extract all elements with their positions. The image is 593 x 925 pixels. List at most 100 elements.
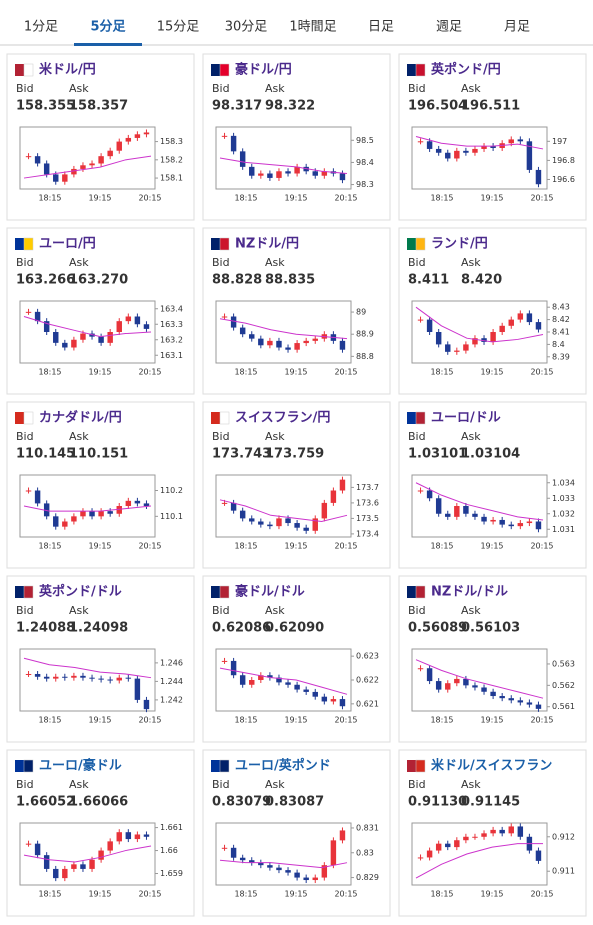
- candle: [25, 490, 32, 492]
- y-tick-label: 0.83: [356, 848, 374, 857]
- candle: [230, 502, 237, 511]
- pair-title[interactable]: 米ドル/円: [39, 62, 96, 78]
- bid-label: Bid: [408, 430, 426, 443]
- time-label: 18:15: [38, 716, 61, 725]
- bid-value: 1.66052: [16, 795, 75, 810]
- flag: [219, 63, 230, 77]
- flag: [407, 412, 416, 424]
- moving-average: [23, 155, 152, 179]
- candle: [535, 169, 542, 185]
- time-label: 19:15: [88, 716, 111, 725]
- flag: [23, 411, 34, 425]
- pair-title[interactable]: ユーロ/豪ドル: [39, 758, 122, 774]
- pair-title[interactable]: NZドル/ドル: [431, 585, 508, 600]
- candle: [80, 864, 86, 869]
- candle: [53, 868, 59, 879]
- moving-average: [23, 657, 152, 679]
- time-label: 20:15: [334, 890, 357, 899]
- candle: [312, 518, 318, 531]
- bid-value: 0.83079: [212, 795, 271, 810]
- candle: [143, 324, 150, 329]
- flag: [219, 585, 230, 599]
- candle: [230, 847, 237, 858]
- candle: [258, 862, 264, 866]
- moving-average: [415, 659, 544, 699]
- tab[interactable]: 1分足: [24, 20, 58, 35]
- candle: [472, 685, 478, 688]
- candle: [276, 171, 282, 178]
- bid-label: Bid: [212, 256, 230, 269]
- candle: [463, 678, 469, 686]
- ask-value: 8.420: [461, 273, 502, 288]
- tab-underline: [74, 43, 142, 46]
- pair-title[interactable]: 豪ドル/円: [235, 62, 292, 78]
- pair-title[interactable]: カナダドル/円: [39, 410, 122, 426]
- candle: [481, 833, 487, 837]
- time-label: 20:15: [334, 542, 357, 551]
- tab[interactable]: 月足: [504, 20, 530, 35]
- candle: [535, 322, 542, 330]
- bid-value: 158.355: [16, 99, 75, 114]
- time-label: 20:15: [530, 716, 553, 725]
- candle: [71, 516, 77, 522]
- pair-title[interactable]: 豪ドル/ドル: [235, 584, 305, 600]
- flag: [15, 760, 24, 772]
- y-tick-label: 197: [552, 137, 567, 146]
- candle: [339, 830, 346, 841]
- candle: [526, 521, 533, 524]
- tab[interactable]: 日足: [368, 20, 394, 35]
- pair-title[interactable]: 英ポンド/円: [430, 62, 501, 78]
- candle: [258, 173, 264, 176]
- candle: [312, 338, 318, 341]
- candle: [98, 336, 104, 343]
- candle: [249, 518, 255, 522]
- y-tick-label: 1.244: [160, 677, 183, 686]
- tab[interactable]: 5分足: [90, 19, 126, 35]
- candle: [481, 516, 487, 522]
- moving-average: [219, 859, 348, 869]
- y-tick-label: 0.563: [552, 659, 575, 668]
- pair-title[interactable]: ユーロ/英ポンド: [235, 758, 331, 774]
- candle: [80, 511, 86, 517]
- candle: [125, 677, 132, 679]
- pair-title[interactable]: スイスフラン/円: [235, 411, 330, 426]
- candle: [435, 498, 442, 514]
- candle: [71, 864, 77, 869]
- flag: [415, 237, 426, 251]
- candle: [34, 673, 41, 677]
- candle: [80, 675, 86, 678]
- tab[interactable]: 1時間足: [289, 20, 336, 35]
- candle: [116, 832, 122, 842]
- time-label: 19:15: [284, 194, 307, 203]
- pair-title[interactable]: NZドル/円: [235, 237, 299, 252]
- candle: [481, 146, 487, 149]
- bid-label: Bid: [16, 778, 34, 791]
- candle: [490, 332, 496, 342]
- flag: [407, 64, 416, 76]
- ask-value: 0.62090: [265, 621, 324, 636]
- pair-title[interactable]: 英ポンド/ドル: [38, 584, 122, 600]
- pair-title[interactable]: ユーロ/円: [39, 237, 96, 252]
- moving-average: [219, 667, 348, 695]
- bid-label: Bid: [212, 82, 230, 95]
- tab[interactable]: 30分足: [225, 20, 268, 35]
- y-tick-label: 8.41: [552, 328, 570, 337]
- candle: [43, 163, 50, 175]
- candle: [221, 660, 228, 662]
- pair-title[interactable]: 米ドル/スイスフラン: [431, 758, 552, 774]
- tab[interactable]: 週足: [436, 20, 462, 35]
- candle: [426, 141, 433, 149]
- chart-frame: [19, 822, 156, 886]
- time-label: 19:15: [284, 542, 307, 551]
- pair-title[interactable]: ランド/円: [431, 237, 488, 252]
- pair-title[interactable]: ユーロ/ドル: [431, 411, 501, 426]
- chart-frame: [19, 300, 156, 364]
- candle: [285, 171, 291, 174]
- candle: [249, 680, 255, 685]
- tab[interactable]: 15分足: [157, 20, 200, 35]
- candle: [508, 139, 514, 144]
- candle: [98, 511, 104, 517]
- y-tick-label: 0.621: [356, 699, 379, 708]
